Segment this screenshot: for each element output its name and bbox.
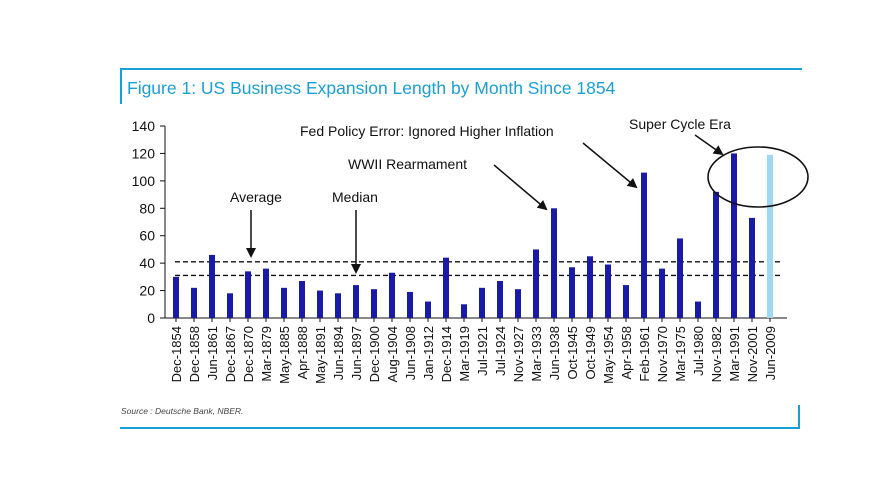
x-tick-label: Nov-1982 xyxy=(709,326,724,382)
bar-dec-1900 xyxy=(371,289,377,318)
bar-may-1954 xyxy=(605,264,611,318)
x-tick-label: Oct-1949 xyxy=(583,326,598,379)
x-tick-label: Dec-1867 xyxy=(223,326,238,382)
x-tick-label: Jun-1938 xyxy=(547,326,562,380)
y-tick-label: 120 xyxy=(132,145,156,161)
x-tick-labels: Dec-1854 Dec-1858 Jun-1861 Dec-1867 Dec-1870… xyxy=(169,318,778,384)
x-tick-label: Jul-1921 xyxy=(475,326,490,376)
annotation-median: Median xyxy=(332,189,378,205)
bar-jul-1924 xyxy=(497,280,503,318)
x-tick-label: Nov-1970 xyxy=(655,326,670,382)
bar-oct-1949 xyxy=(587,256,593,318)
y-tick-label: 100 xyxy=(132,173,156,189)
x-tick-label: Nov-2001 xyxy=(745,326,760,382)
chart-title: Figure 1: US Business Expansion Length b… xyxy=(127,78,616,98)
annotation-average: Average xyxy=(230,189,282,205)
x-tick-label: Mar-1919 xyxy=(457,326,472,382)
bar-apr-1888 xyxy=(299,280,305,318)
x-tick-label: Jun-1897 xyxy=(349,326,364,380)
bar-mar-1879 xyxy=(263,268,269,318)
annotation-super-cycle: Super Cycle Era xyxy=(629,116,731,132)
bar-nov-1982 xyxy=(713,191,719,318)
x-tick-label: Jun-1908 xyxy=(403,326,418,380)
bar-jun-1938 xyxy=(551,208,557,318)
bar-mar-1933 xyxy=(533,249,539,318)
arrow-fed-policy xyxy=(582,142,638,189)
bar-jun-2009 xyxy=(767,154,773,318)
bar-feb-1961 xyxy=(641,172,647,318)
annotations: Average Median WWII Rearmament Fed Polic… xyxy=(230,116,809,274)
bar-dec-1914 xyxy=(443,257,449,318)
x-tick-label: Dec-1900 xyxy=(367,326,382,382)
x-tick-label: Jun-1861 xyxy=(205,326,220,380)
x-tick-label: Dec-1870 xyxy=(241,326,256,382)
bar-jun-1908 xyxy=(407,291,413,318)
bars xyxy=(173,153,773,318)
y-tick-label: 60 xyxy=(139,228,155,244)
bar-mar-1975 xyxy=(677,238,683,318)
bar-mar-1991 xyxy=(731,153,737,318)
arrow-wwii xyxy=(493,164,548,211)
super-cycle-ellipse xyxy=(707,146,809,208)
bar-mar-1919 xyxy=(461,304,467,318)
title-left-rule xyxy=(120,68,122,104)
x-tick-label: Aug-1904 xyxy=(385,326,400,382)
bar-jul-1921 xyxy=(479,287,485,318)
x-tick-label: Apr-1888 xyxy=(295,326,310,379)
x-tick-label: May-1885 xyxy=(277,326,292,384)
bar-oct-1945 xyxy=(569,267,575,318)
y-tick-label: 0 xyxy=(147,310,155,326)
x-tick-label: Dec-1854 xyxy=(169,326,184,382)
bar-jul-1980 xyxy=(695,301,701,318)
bar-jun-1861 xyxy=(209,254,215,318)
x-tick-label: Mar-1975 xyxy=(673,326,688,382)
x-tick-label: Nov-1927 xyxy=(511,326,526,382)
y-tick-label: 80 xyxy=(139,200,155,216)
x-tick-label: Jun-1894 xyxy=(331,326,346,380)
source-right-rule xyxy=(798,405,800,428)
x-tick-label: Jul-1980 xyxy=(691,326,706,376)
source-note: Source : Deutsche Bank, NBER. xyxy=(121,406,244,416)
bar-aug-1904 xyxy=(389,272,395,318)
bar-jun-1897 xyxy=(353,285,359,318)
x-tick-label: Mar-1991 xyxy=(727,326,742,382)
bar-dec-1870 xyxy=(245,271,251,318)
title-top-rule xyxy=(120,68,802,70)
bar-apr-1958 xyxy=(623,285,629,318)
source-bottom-rule xyxy=(120,427,800,429)
x-tick-label: Dec-1858 xyxy=(187,326,202,382)
axes: 0 20 40 60 80 100 120 140 xyxy=(132,118,787,326)
bar-may-1885 xyxy=(281,287,287,318)
bar-may-1891 xyxy=(317,290,323,318)
bar-dec-1854 xyxy=(173,276,179,318)
bar-dec-1867 xyxy=(227,293,233,318)
x-tick-label: Jan-1912 xyxy=(421,326,436,380)
x-tick-label: Oct-1945 xyxy=(565,326,580,379)
x-tick-label: Dec-1914 xyxy=(439,326,454,382)
x-tick-label: May-1954 xyxy=(601,326,616,384)
bar-jan-1912 xyxy=(425,301,431,318)
annotation-fed-policy: Fed Policy Error: Ignored Higher Inflati… xyxy=(300,123,554,139)
bar-nov-1927 xyxy=(515,289,521,318)
bar-nov-1970 xyxy=(659,268,665,318)
x-tick-label: Mar-1933 xyxy=(529,326,544,382)
bar-nov-2001 xyxy=(749,217,755,318)
y-tick-label: 40 xyxy=(139,255,155,271)
annotation-wwii: WWII Rearmament xyxy=(348,156,467,172)
x-tick-label: Jul-1924 xyxy=(493,326,508,376)
bar-jun-1894 xyxy=(335,293,341,318)
arrow-super-cycle xyxy=(694,134,724,156)
x-tick-label: Apr-1958 xyxy=(619,326,634,379)
x-tick-label: Mar-1879 xyxy=(259,326,274,382)
x-tick-label: May-1891 xyxy=(313,326,328,384)
x-tick-label: Jun-2009 xyxy=(763,326,778,380)
y-tick-label: 20 xyxy=(139,283,155,299)
x-tick-label: Feb-1961 xyxy=(637,326,652,382)
y-tick-label: 140 xyxy=(132,118,156,134)
bar-dec-1858 xyxy=(191,287,197,318)
